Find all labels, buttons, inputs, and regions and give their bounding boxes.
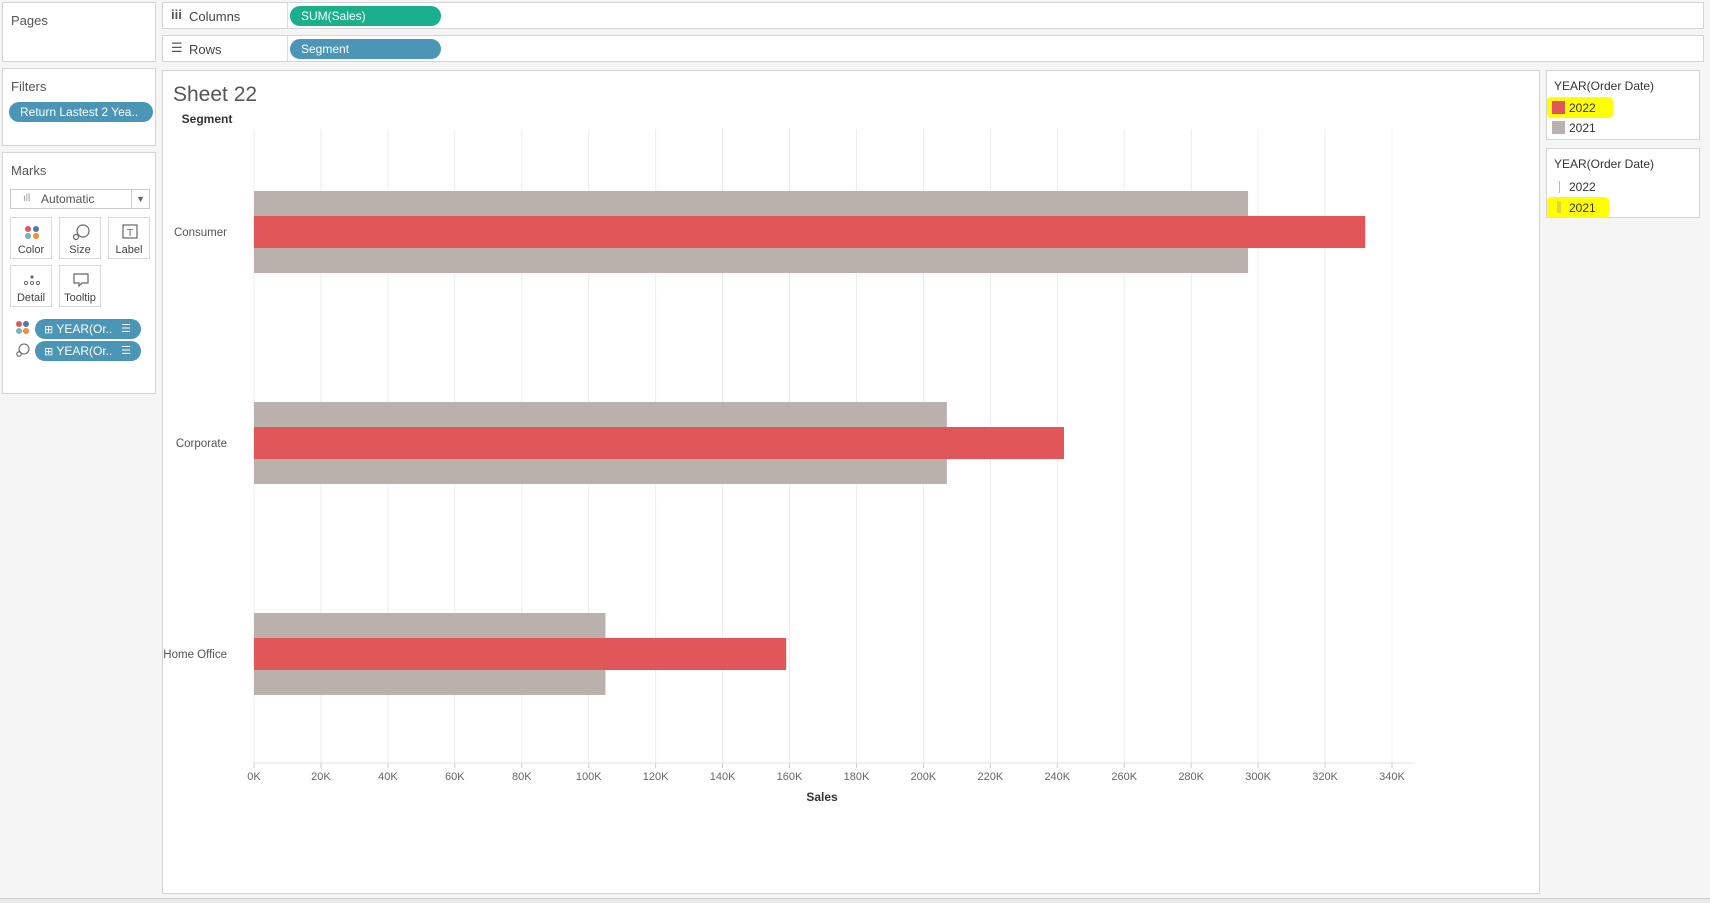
- legend-item-2021[interactable]: 2021: [1547, 118, 1613, 138]
- legend-item-2022[interactable]: 2022: [1547, 97, 1613, 118]
- x-tick-label: 200K: [911, 771, 937, 783]
- size-button[interactable]: Size: [59, 217, 101, 259]
- color-field-pill[interactable]: ⊞ YEAR(Or.. ☰: [35, 319, 141, 339]
- size-item-2022[interactable]: 2022: [1547, 177, 1613, 197]
- x-tick-label: 280K: [1178, 771, 1204, 783]
- category-label: Consumer: [174, 227, 227, 239]
- bar-2022-home-office: [254, 638, 787, 670]
- detail-label: Detail: [16, 292, 46, 304]
- tooltip-icon: [73, 273, 89, 288]
- size-field-label: YEAR(Or..: [56, 344, 113, 358]
- color-button[interactable]: Color: [10, 217, 52, 259]
- label-label: Label: [115, 244, 143, 256]
- bar-2022-corporate: [254, 427, 1064, 459]
- sort-icon: ☰: [121, 323, 131, 335]
- columns-shelf[interactable]: iii Columns SUM(Sales): [162, 2, 1704, 29]
- color-legend: YEAR(Order Date) 2022 2021: [1546, 70, 1700, 140]
- detail-button[interactable]: Detail: [10, 265, 52, 307]
- x-tick-label: 240K: [1044, 771, 1070, 783]
- size-field-pill[interactable]: ⊞ YEAR(Or.. ☰: [35, 341, 141, 361]
- rows-pill[interactable]: Segment: [290, 39, 441, 59]
- bar-2022-consumer: [254, 216, 1366, 248]
- x-tick-label: 40K: [378, 771, 398, 783]
- tooltip-button[interactable]: Tooltip: [59, 265, 101, 307]
- shelf-divider: [287, 36, 288, 61]
- swatch-2021: [1552, 121, 1565, 134]
- rows-icon: ☰: [171, 40, 183, 55]
- size-label-2021: 2021: [1569, 201, 1596, 215]
- size-icon: [72, 224, 90, 241]
- plus-box-icon: ⊞: [44, 324, 54, 336]
- x-tick-label: 60K: [445, 771, 465, 783]
- filters-title: Filters: [11, 79, 47, 94]
- x-tick-label: 340K: [1379, 771, 1405, 783]
- x-tick-label: 80K: [512, 771, 532, 783]
- color-label: Color: [17, 244, 45, 256]
- x-tick-label: 320K: [1312, 771, 1338, 783]
- x-tick-label: 100K: [576, 771, 602, 783]
- pages-title: Pages: [11, 13, 48, 28]
- filters-card[interactable]: Filters Return Lastest 2 Yea..: [2, 68, 156, 146]
- columns-icon: iii: [171, 7, 182, 22]
- pages-card[interactable]: Pages: [2, 2, 156, 62]
- sort-icon: ☰: [121, 345, 131, 357]
- x-tick-label: 300K: [1245, 771, 1271, 783]
- x-tick-label: 220K: [978, 771, 1004, 783]
- rows-label: Rows: [189, 42, 222, 57]
- shelf-divider: [287, 3, 288, 28]
- svg-text:T: T: [127, 228, 133, 239]
- size-label-2022: 2022: [1569, 180, 1596, 194]
- columns-label: Columns: [189, 9, 241, 24]
- rows-shelf[interactable]: ☰ Rows Segment: [162, 35, 1704, 62]
- x-tick-label: 20K: [311, 771, 331, 783]
- view-area: Sheet 22 Segment 0K 20K 40K 60K 80K 100K 120K 14…: [162, 70, 1540, 894]
- legend-label-2022: 2022: [1569, 101, 1596, 115]
- columns-pill[interactable]: SUM(Sales): [290, 6, 441, 26]
- detail-dots-icon: [23, 275, 41, 286]
- x-tick-label: 140K: [710, 771, 736, 783]
- color-field-label: YEAR(Or..: [56, 322, 113, 336]
- marks-title: Marks: [11, 163, 47, 178]
- category-label: Corporate: [176, 438, 227, 450]
- swatch-2022: [1552, 101, 1565, 114]
- mark-type-dropdown[interactable]: ıll Automatic ▼: [10, 189, 150, 209]
- row-header-label: Segment: [182, 112, 233, 126]
- size-icon: [16, 343, 30, 357]
- bar-chart: Segment 0K 20K 40K 60K 80K 100K 120K 140K 160K 180…: [163, 112, 1415, 804]
- bar-chart-icon: ıll: [23, 193, 31, 204]
- x-tick-label: 0K: [247, 771, 261, 783]
- category-label: Home Office: [163, 649, 227, 661]
- tooltip-label: Tooltip: [64, 292, 96, 304]
- x-tick-label: 180K: [844, 771, 870, 783]
- size-legend: YEAR(Order Date) 2022 2021: [1546, 148, 1700, 218]
- sheet-title: Sheet 22: [173, 83, 258, 106]
- legend-label-2021: 2021: [1569, 121, 1596, 135]
- size-mark-2021: [1557, 201, 1561, 213]
- size-mark-2022: [1559, 181, 1560, 193]
- marks-card: Marks ıll Automatic ▼ Color Size T Label…: [2, 152, 156, 394]
- color-legend-title: YEAR(Order Date): [1554, 79, 1655, 93]
- chevron-down-icon[interactable]: ▼: [131, 190, 145, 208]
- mark-type-label: Automatic: [41, 192, 95, 206]
- size-item-2021[interactable]: 2021: [1547, 197, 1609, 218]
- text-label-icon: T: [122, 224, 138, 239]
- label-button[interactable]: T Label: [108, 217, 150, 259]
- size-legend-title: YEAR(Order Date): [1554, 157, 1655, 171]
- color-dots-icon: [16, 321, 29, 334]
- x-tick-label: 120K: [643, 771, 669, 783]
- size-label: Size: [69, 244, 91, 256]
- x-tick-label: 160K: [777, 771, 803, 783]
- filter-pill[interactable]: Return Lastest 2 Yea..: [9, 102, 153, 122]
- color-dots-icon: [25, 226, 39, 239]
- plus-box-icon: ⊞: [44, 346, 54, 358]
- sheet-tabs-bar[interactable]: [0, 898, 1710, 903]
- x-tick-label: 260K: [1111, 771, 1137, 783]
- x-axis-title: Sales: [806, 790, 838, 804]
